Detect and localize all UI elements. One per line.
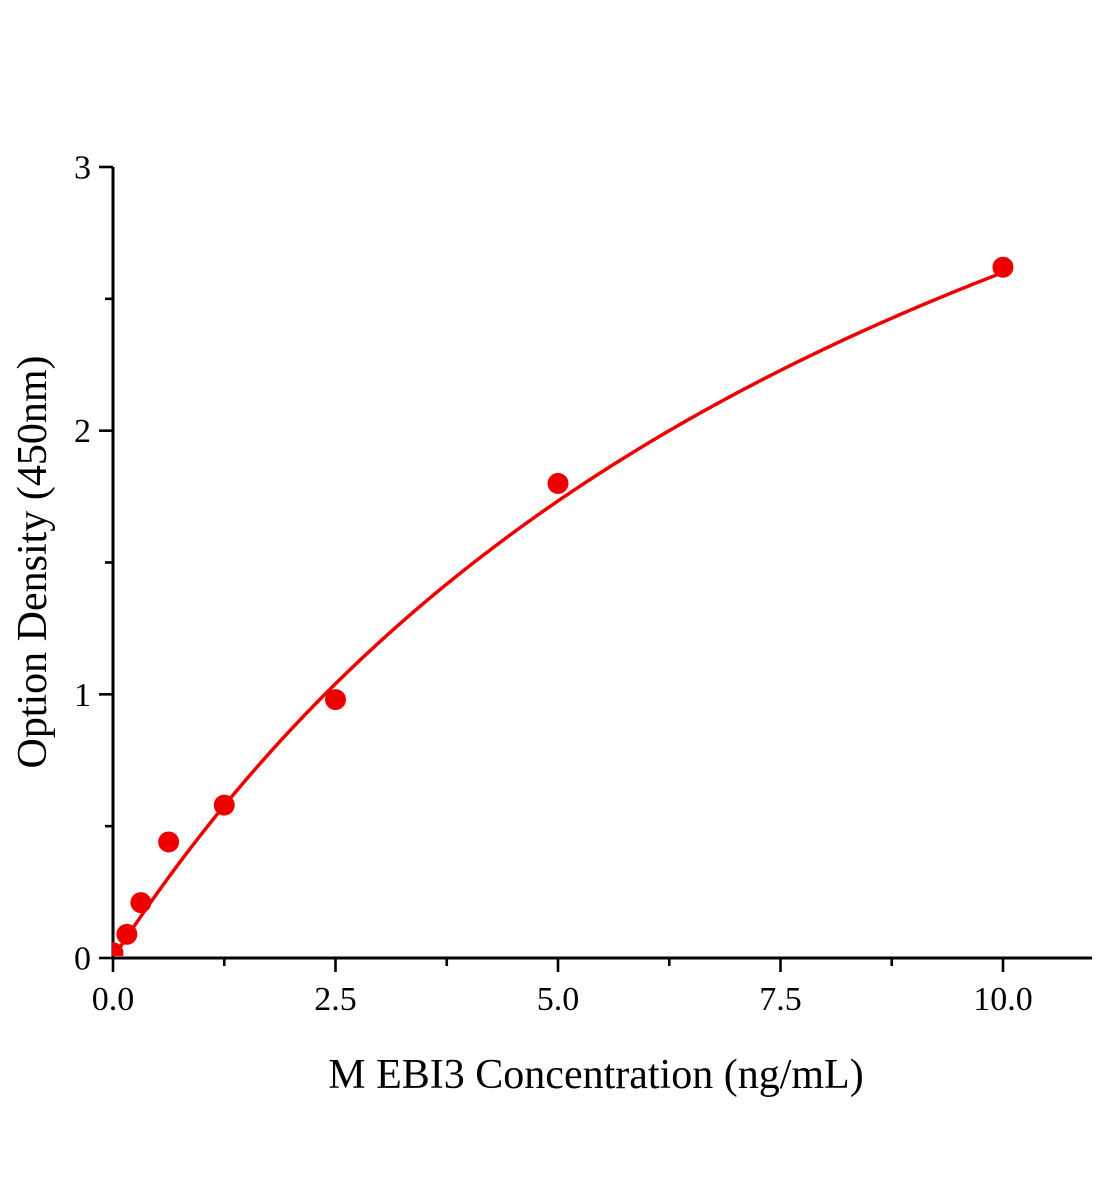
data-point [547, 472, 569, 494]
x-tick-label: 5.0 [537, 981, 580, 1018]
data-point [116, 923, 138, 945]
x-tick-label: 0.0 [92, 981, 135, 1018]
axes [111, 167, 1092, 960]
data-point [325, 689, 346, 711]
y-tick-label: 1 [74, 677, 91, 714]
data-point [213, 794, 235, 816]
data-point [112, 942, 124, 956]
axis-line [111, 167, 1092, 960]
x-axis-title: M EBI3 Concentration (ng/mL) [328, 1052, 863, 1098]
axis-ticks [99, 165, 1005, 972]
x-tick-label: 2.5 [314, 981, 357, 1018]
y-tick-label: 3 [74, 150, 91, 187]
x-tick-label: 10.0 [973, 981, 1033, 1018]
x-tick-label: 7.5 [759, 981, 802, 1018]
data-point [992, 256, 1014, 278]
data-point [130, 892, 152, 914]
fit-curve [112, 270, 1005, 956]
y-tick-label: 0 [74, 941, 91, 978]
data-points [112, 256, 1014, 956]
fit-curve-line [112, 270, 1005, 956]
data-point [158, 831, 180, 853]
y-axis-title: Option Density (450nm) [10, 356, 56, 769]
y-tick-label: 2 [74, 413, 91, 450]
tick-labels: 0.0 2.5 5.0 7.5 10.0 0 1 2 3 [74, 150, 1033, 1018]
